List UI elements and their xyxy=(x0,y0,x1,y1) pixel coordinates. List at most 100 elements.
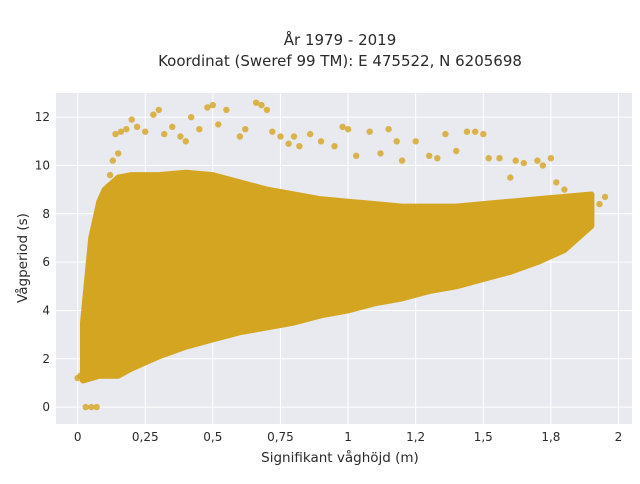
scatter-point xyxy=(209,101,216,109)
scatter-point xyxy=(133,123,141,130)
scatter-point xyxy=(123,126,130,133)
scatter-point xyxy=(188,114,195,121)
scatter-point xyxy=(296,143,303,150)
scatter-point xyxy=(215,121,222,128)
scatter-point xyxy=(285,140,292,147)
scatter-point xyxy=(155,106,162,114)
scatter-point xyxy=(101,191,108,198)
scatter-point xyxy=(79,367,87,374)
scatter-point xyxy=(377,150,384,157)
scatter-point xyxy=(150,111,157,118)
scatter-point xyxy=(82,355,89,362)
x-tick-label: 1,8 xyxy=(541,430,560,444)
y-tick-label: 8 xyxy=(42,207,50,221)
scatter-point xyxy=(290,133,298,140)
scatter-point xyxy=(353,152,360,159)
scatter-point xyxy=(520,159,527,167)
scatter-point xyxy=(561,186,568,193)
x-tick-label: 2 xyxy=(615,430,623,444)
scatter-point xyxy=(161,130,168,138)
axis-ticks: 0 0,25 0,5 0,75 1 1,2 1,5 1,8 2 0 2 4 6 8 10 12 xyxy=(35,110,623,444)
scatter-point xyxy=(252,99,260,106)
chart-subtitle: Koordinat (Sweref 99 TM): E 475522, N 62… xyxy=(158,52,522,70)
x-tick-label: 1,2 xyxy=(406,430,425,444)
scatter-point xyxy=(596,200,603,208)
scatter-point xyxy=(512,157,519,164)
x-axis-label: Signifikant våghöjd (m) xyxy=(261,449,419,466)
scatter-point xyxy=(412,138,419,145)
scatter-point xyxy=(339,123,346,130)
scatter-point xyxy=(223,106,230,114)
scatter-point xyxy=(236,133,244,140)
y-tick-label: 4 xyxy=(42,303,50,317)
scatter-point xyxy=(182,138,189,145)
y-tick-label: 12 xyxy=(35,110,50,124)
scatter-point xyxy=(169,123,176,130)
scatter-point xyxy=(588,210,595,217)
scatter-point xyxy=(277,133,284,140)
scatter-point xyxy=(485,155,492,162)
scatter-point xyxy=(582,203,590,210)
scatter-point xyxy=(566,196,573,203)
scatter-point xyxy=(385,126,392,133)
scatter-point xyxy=(539,162,546,169)
scatter-point xyxy=(463,128,471,135)
scatter-point xyxy=(258,101,265,109)
scatter-point xyxy=(553,179,560,186)
chart-title: År 1979 - 2019 xyxy=(284,30,397,49)
scatter-point xyxy=(263,106,271,114)
scatter-point xyxy=(242,126,249,133)
scatter-point xyxy=(453,147,460,155)
scatter-point xyxy=(507,174,514,181)
scatter-point xyxy=(307,130,314,138)
x-tick-label: 0,5 xyxy=(203,430,222,444)
scatter-point xyxy=(196,126,203,133)
scatter-point xyxy=(601,193,609,201)
scatter-point xyxy=(398,157,406,164)
y-tick-label: 0 xyxy=(42,400,50,414)
scatter-point xyxy=(577,198,584,205)
x-tick-label: 1 xyxy=(344,430,352,444)
scatter-point xyxy=(85,343,92,350)
scatter-point xyxy=(204,104,211,111)
scatter-point xyxy=(117,128,125,135)
scatter-points xyxy=(74,99,609,411)
scatter-point xyxy=(106,171,114,179)
scatter-point xyxy=(88,326,95,333)
scatter-point xyxy=(547,155,555,162)
scatter-point xyxy=(82,403,89,411)
x-tick-label: 1,5 xyxy=(474,430,493,444)
scatter-point xyxy=(393,138,400,145)
x-tick-label: 0 xyxy=(74,430,82,444)
scatter-point xyxy=(344,126,352,133)
scatter-point xyxy=(77,372,84,379)
scatter-point xyxy=(534,157,541,164)
scatter-point xyxy=(93,403,100,411)
x-tick-label: 0,25 xyxy=(132,430,159,444)
scatter-point xyxy=(317,138,325,145)
scatter-point xyxy=(177,133,184,140)
scatter-point xyxy=(109,157,117,164)
scatter-point xyxy=(88,403,95,411)
scatter-point xyxy=(331,143,338,150)
scatter-point xyxy=(115,150,122,157)
scatter-point xyxy=(366,128,373,135)
y-tick-label: 2 xyxy=(42,352,50,366)
scatter-point xyxy=(269,128,276,135)
y-axis-label: Vågperiod (s) xyxy=(14,213,31,303)
scatter-point xyxy=(112,130,119,138)
scatter-point xyxy=(472,128,479,135)
scatter-point xyxy=(128,116,135,123)
scatter-point xyxy=(496,155,503,162)
scatter-point xyxy=(90,307,98,314)
scatter-point xyxy=(426,152,433,159)
scatter-point xyxy=(434,155,441,162)
y-tick-label: 6 xyxy=(42,255,50,269)
scatter-point xyxy=(442,130,449,138)
y-tick-label: 10 xyxy=(35,158,50,172)
dense-point-cloud xyxy=(80,169,595,384)
scatter-point xyxy=(142,128,149,135)
scatter-point xyxy=(480,130,487,138)
